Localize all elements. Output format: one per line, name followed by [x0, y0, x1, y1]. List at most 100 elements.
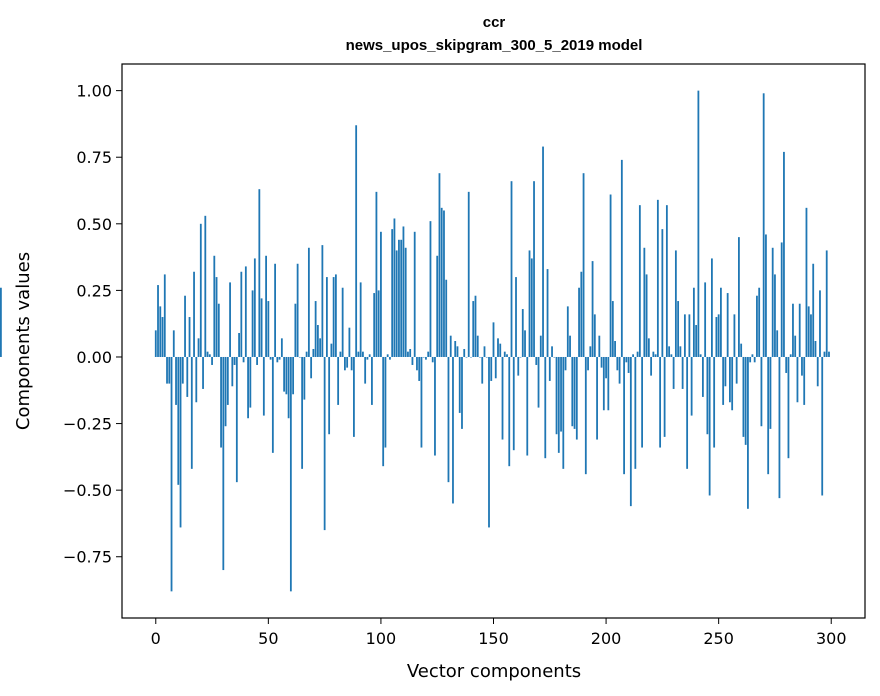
bar [301, 356, 304, 469]
bar [364, 356, 367, 384]
bar [602, 356, 605, 411]
bar [548, 356, 551, 381]
bar [456, 346, 459, 357]
bar [222, 356, 225, 571]
bar [213, 255, 216, 357]
bar [699, 354, 702, 357]
bar [163, 274, 166, 357]
bar [373, 293, 376, 357]
bar [814, 341, 817, 357]
bar [175, 356, 177, 405]
bar [661, 229, 664, 357]
bar [168, 356, 171, 384]
chart-title: ccr [483, 14, 506, 31]
x-tick-label: 300 [816, 629, 847, 648]
bar [789, 354, 792, 357]
bar [618, 356, 621, 384]
bar [353, 356, 355, 437]
bar-series [0, 90, 830, 592]
bar [283, 356, 286, 392]
bar [325, 277, 328, 357]
bar [704, 282, 707, 357]
bar [724, 356, 727, 387]
bar [172, 330, 175, 357]
bar [796, 356, 799, 403]
bar [544, 356, 547, 459]
bar [170, 356, 173, 592]
bar [690, 356, 693, 416]
bar [226, 356, 229, 405]
bar [501, 356, 504, 440]
bar [416, 356, 418, 371]
bar [692, 287, 695, 357]
bar [629, 356, 632, 507]
bar [413, 231, 416, 357]
bar [303, 356, 306, 400]
bar [569, 335, 571, 357]
bar [310, 356, 313, 379]
bar [368, 354, 371, 357]
bar [240, 271, 243, 357]
bar [726, 293, 729, 357]
bar [506, 354, 508, 357]
bar [744, 356, 747, 445]
bar [659, 356, 662, 448]
bar [546, 269, 549, 357]
bar [400, 239, 403, 357]
bar [566, 306, 569, 357]
bar [274, 263, 276, 357]
bar [805, 207, 808, 357]
bar [386, 354, 389, 357]
bar [515, 277, 517, 357]
bar [190, 356, 193, 469]
bar [224, 356, 227, 427]
bar [749, 356, 752, 363]
bar [321, 245, 324, 357]
bar [463, 348, 466, 357]
bar [265, 255, 267, 357]
bar [729, 356, 731, 403]
bar [584, 356, 587, 475]
bar [305, 351, 308, 357]
bar [355, 125, 358, 357]
bar [767, 356, 770, 475]
bar [765, 234, 767, 357]
bar [771, 247, 774, 357]
bar [287, 356, 290, 419]
bar [384, 356, 387, 448]
bar [445, 279, 448, 357]
bar [389, 356, 391, 360]
bar [429, 221, 432, 357]
bar [638, 205, 641, 357]
bar [292, 356, 295, 395]
bar [382, 356, 385, 467]
bar [195, 356, 198, 403]
bar [593, 314, 596, 357]
bar [589, 346, 592, 357]
bar [296, 263, 299, 357]
bar [539, 335, 542, 357]
bar [418, 356, 421, 381]
bar [625, 356, 628, 363]
bar [695, 325, 698, 357]
y-axis-ticks: 1.00 0.75 0.50 0.25 0.00 −0.25 −0.50 −0.75 [63, 82, 122, 567]
bar [828, 351, 830, 357]
y-tick-label: 1.00 [76, 82, 112, 101]
bar [235, 356, 238, 483]
bar [785, 356, 788, 373]
bar [697, 90, 700, 357]
bar [713, 356, 716, 448]
bar [334, 274, 337, 357]
bar [249, 356, 252, 408]
bar [717, 314, 720, 357]
bar [199, 223, 202, 357]
bar [794, 335, 797, 357]
bar [436, 255, 439, 357]
bar [447, 356, 450, 483]
bar [528, 250, 531, 357]
bar [715, 317, 718, 357]
bar [683, 314, 686, 357]
bar [481, 356, 484, 384]
bar [521, 309, 524, 357]
bar [701, 356, 704, 397]
